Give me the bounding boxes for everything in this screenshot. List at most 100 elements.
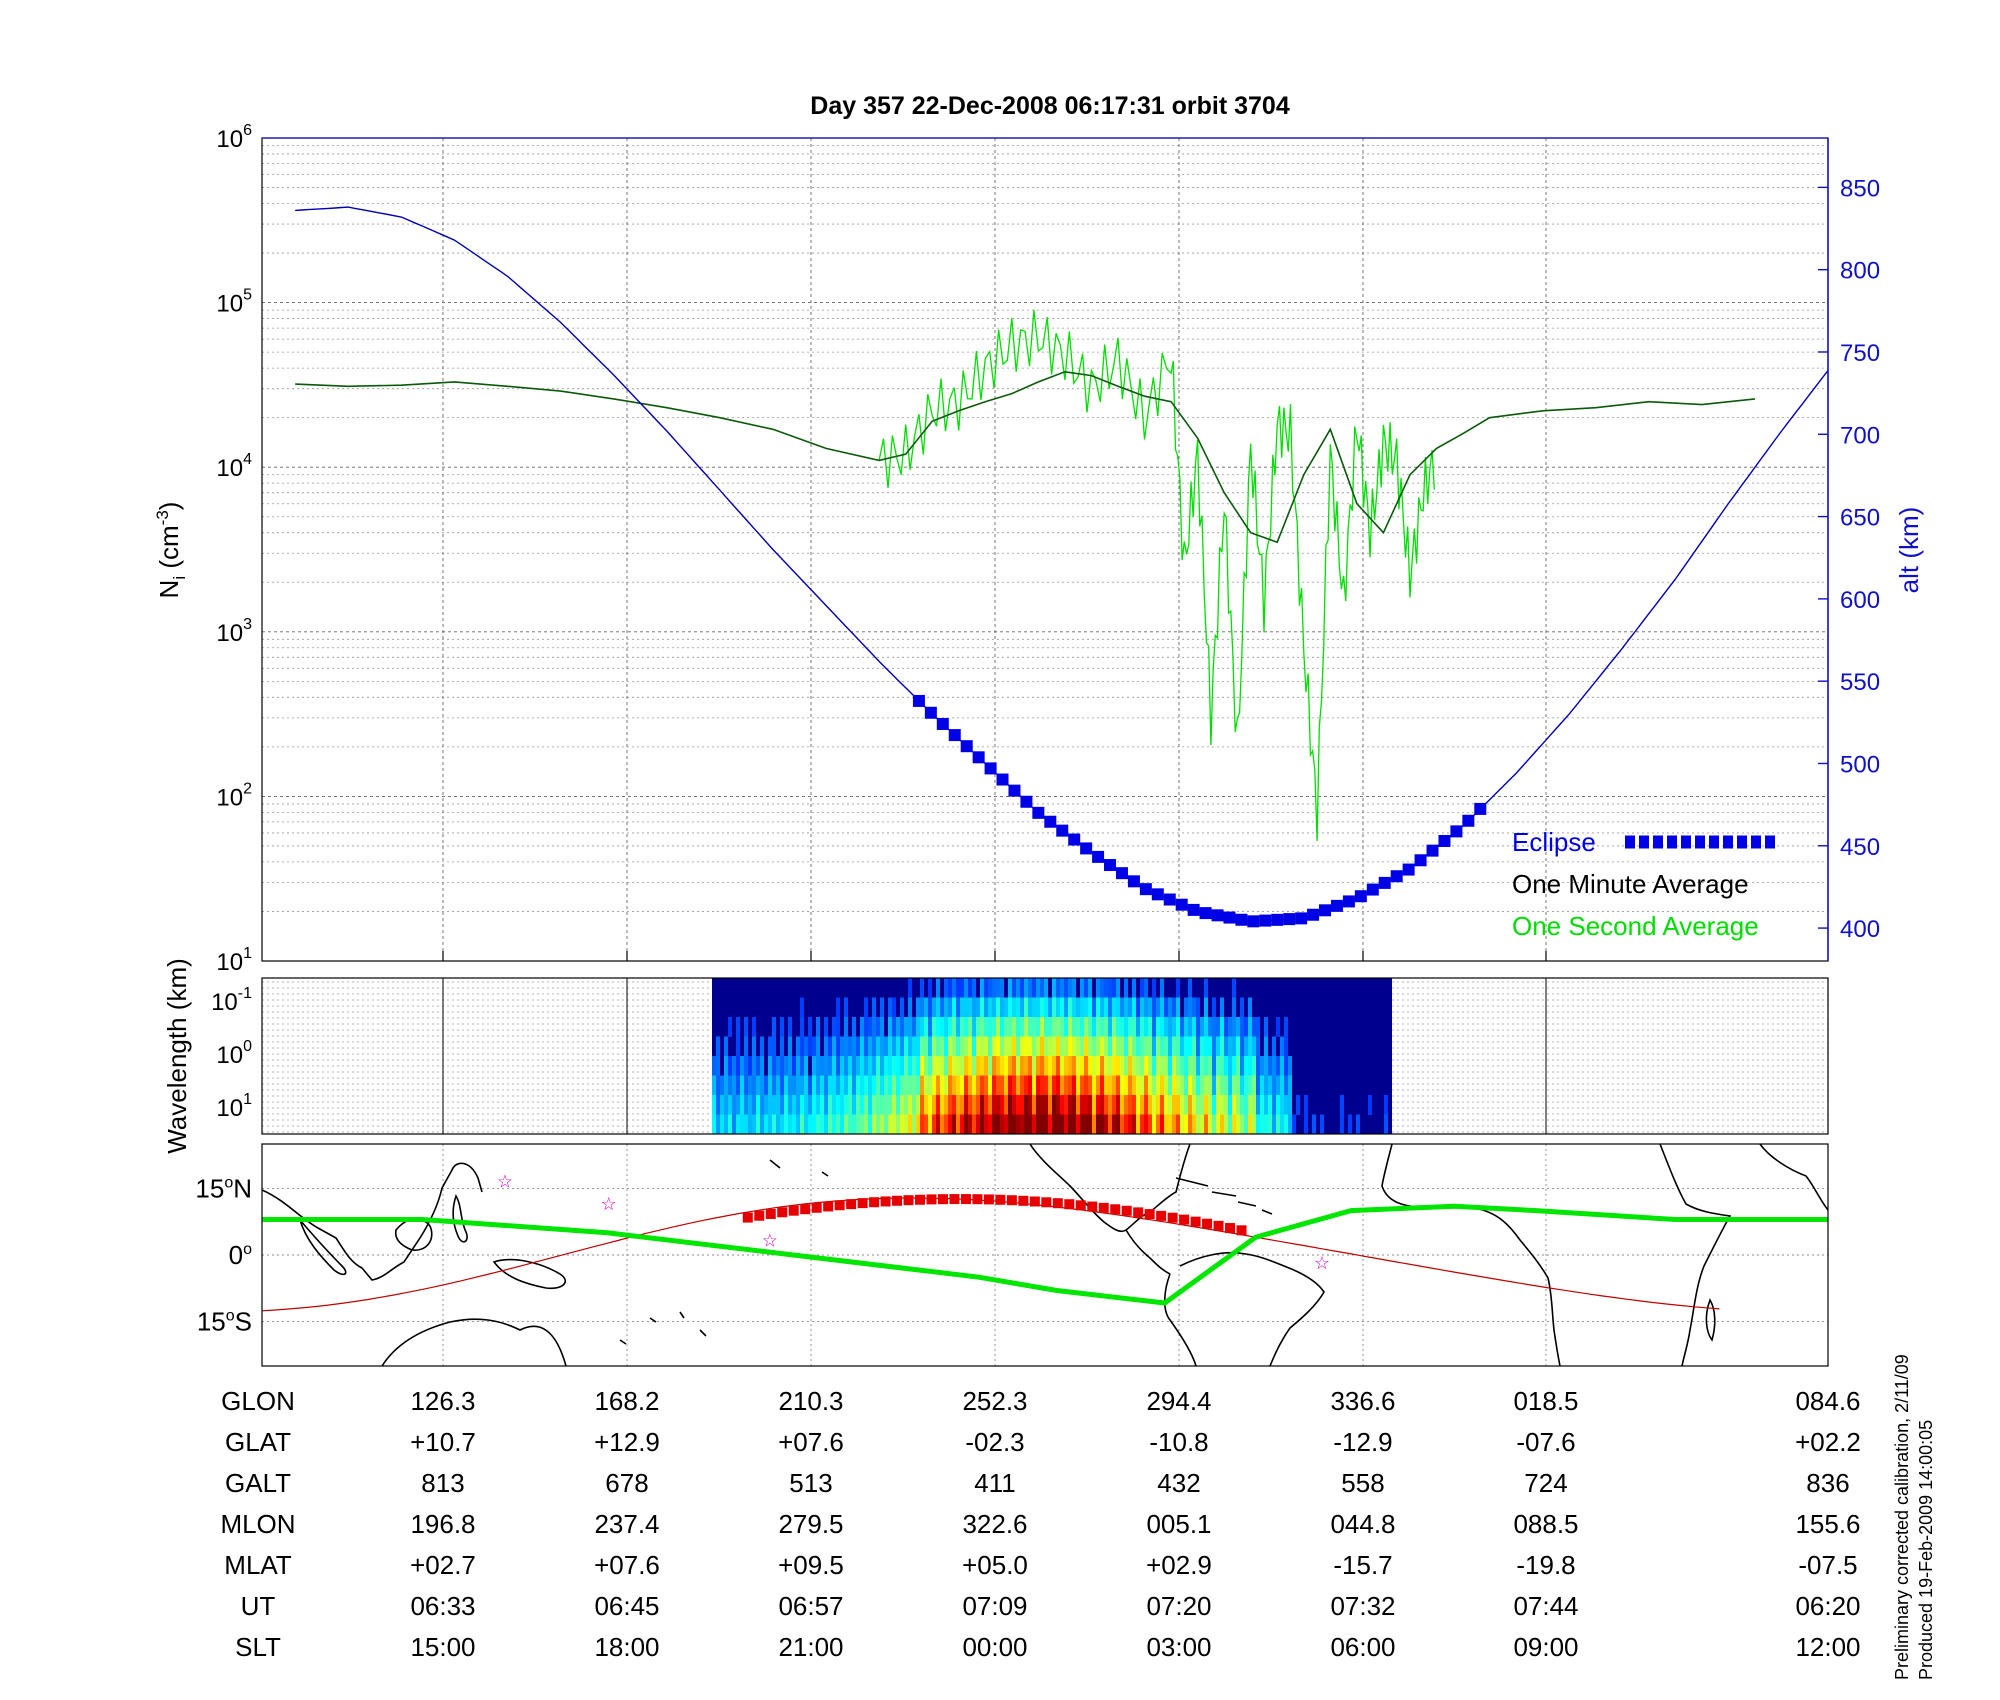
spectrogram-cell <box>888 1114 892 1134</box>
spectrogram-cell <box>1244 1017 1248 1037</box>
spectrogram-cell <box>936 1056 940 1076</box>
spectrogram-cell <box>1108 997 1112 1018</box>
spectrogram-cell <box>1160 997 1164 1018</box>
spectrogram-cell <box>1136 1075 1140 1096</box>
spectrogram-cell <box>1140 1075 1144 1096</box>
spectrogram-cell <box>976 1075 980 1096</box>
spectrogram-cell <box>868 1114 872 1134</box>
spectrogram-cell <box>1032 1036 1036 1057</box>
spectrogram-cell <box>732 1056 736 1076</box>
spectrogram-cell <box>780 1075 784 1096</box>
spectrogram-cell <box>952 1114 956 1134</box>
spectrogram-cell <box>1264 1017 1268 1037</box>
spectrogram-cell <box>1060 997 1064 1018</box>
spectrogram-cell <box>1244 1095 1248 1115</box>
spectrogram-cell <box>1172 1095 1176 1115</box>
spectrogram-cell <box>876 1036 880 1057</box>
coastline-australia <box>381 1318 567 1366</box>
spectrogram-cell <box>1120 1017 1124 1037</box>
spectrogram-cell <box>1036 1075 1040 1096</box>
spectrogram-cell <box>784 1114 788 1134</box>
spectrogram-cell <box>756 1114 760 1134</box>
spectrogram-cell <box>1084 1056 1088 1076</box>
spectrogram-cell <box>736 1075 740 1096</box>
table-cell: 06:20 <box>1795 1591 1860 1621</box>
spectrogram-cell <box>808 1017 812 1037</box>
spectrogram-cell <box>1180 1056 1184 1076</box>
spectrogram-cell <box>1124 1114 1128 1134</box>
spectrogram-cell <box>1140 997 1144 1018</box>
spectrogram-cell <box>1216 1036 1220 1057</box>
spectrogram-cell <box>1252 1114 1256 1134</box>
spectrogram-cell <box>1068 1056 1072 1076</box>
spectrogram-cell <box>1168 1075 1172 1096</box>
spectrogram-cell <box>764 1075 768 1096</box>
spectrogram-cell <box>1008 997 1012 1018</box>
spectrogram-cell <box>744 1036 748 1057</box>
spectrogram-cell <box>1192 1114 1196 1134</box>
spectrogram-cell <box>948 1095 952 1115</box>
spectrogram-cell <box>976 1036 980 1057</box>
spectrogram-cell <box>952 997 956 1018</box>
spectrogram-cell <box>940 1095 944 1115</box>
eclipse-track-marker <box>800 1204 811 1215</box>
spectrogram-cell <box>1068 1017 1072 1037</box>
spectrogram-cell <box>1104 1075 1108 1096</box>
spectrogram-cell <box>1124 978 1128 998</box>
density-tick-label: 103 <box>216 616 252 647</box>
spectrogram-cell <box>884 1056 888 1076</box>
spectrogram-cell <box>1112 1095 1116 1115</box>
spectrogram-cell <box>1236 1095 1240 1115</box>
eclipse-marker <box>972 751 985 764</box>
spectrogram-cell <box>924 1075 928 1096</box>
spectrogram-cell <box>1040 978 1044 998</box>
spectrogram-cell <box>1092 1017 1096 1037</box>
spectrogram-cell <box>920 1095 924 1115</box>
coastline-newguinea <box>492 1258 566 1290</box>
wavelength-tick-label: 10-1 <box>211 985 252 1016</box>
spectrogram-cell <box>996 997 1000 1018</box>
spectrogram-cell <box>1188 1017 1192 1037</box>
spectrogram-cell <box>884 1095 888 1115</box>
spectrogram-cell <box>1212 1036 1216 1057</box>
spectrogram-cell <box>1216 1095 1220 1115</box>
spectrogram-cell <box>1256 1114 1260 1134</box>
spectrogram-cell <box>748 1114 752 1134</box>
spectrogram-cell <box>1196 1056 1200 1076</box>
spectrogram-cell <box>752 1114 756 1134</box>
spectrogram-cell <box>972 1017 976 1037</box>
spectrogram-cell <box>1240 997 1244 1018</box>
spectrogram-cell <box>1092 997 1096 1018</box>
spectrogram-cell <box>740 1075 744 1096</box>
spectrogram-cell <box>956 1095 960 1115</box>
spectrogram-cell <box>724 1056 728 1076</box>
spectrogram-cell <box>1256 1075 1260 1096</box>
spectrogram-cell <box>1200 1114 1204 1134</box>
spectrogram-cell <box>880 1036 884 1057</box>
spectrogram-cell <box>756 1056 760 1076</box>
spectrogram-cell <box>1128 1036 1132 1057</box>
table-cell: 558 <box>1341 1468 1384 1498</box>
spectrogram-cell <box>872 1036 876 1057</box>
density-tick-label: 101 <box>216 945 252 976</box>
spectrogram-frame <box>261 977 1829 1135</box>
spectrogram-cell <box>804 1036 808 1057</box>
spectrogram-cell <box>1236 1075 1240 1096</box>
spectrogram-cell <box>808 1114 812 1134</box>
eclipse-marker <box>1378 876 1391 889</box>
spectrogram-cell <box>1284 1056 1288 1076</box>
spectrogram-cell <box>1152 1056 1156 1076</box>
spectrogram-cell <box>1240 1017 1244 1037</box>
spectrogram-cell <box>900 1075 904 1096</box>
spectrogram-cell <box>900 1095 904 1115</box>
spectrogram-cell <box>1140 978 1144 998</box>
spectrogram-cell <box>992 1114 996 1134</box>
spectrogram-cell <box>1264 1095 1268 1115</box>
one-minute-average-line <box>295 370 1756 544</box>
legend-one-minute-label: One Minute Average <box>1512 869 1749 899</box>
spectrogram-cell <box>920 1017 924 1037</box>
spectrogram-cell <box>1092 1095 1096 1115</box>
eclipse-marker <box>1295 912 1308 925</box>
spectrogram-cell <box>1108 1095 1112 1115</box>
spectrogram-cell <box>1124 1036 1128 1057</box>
